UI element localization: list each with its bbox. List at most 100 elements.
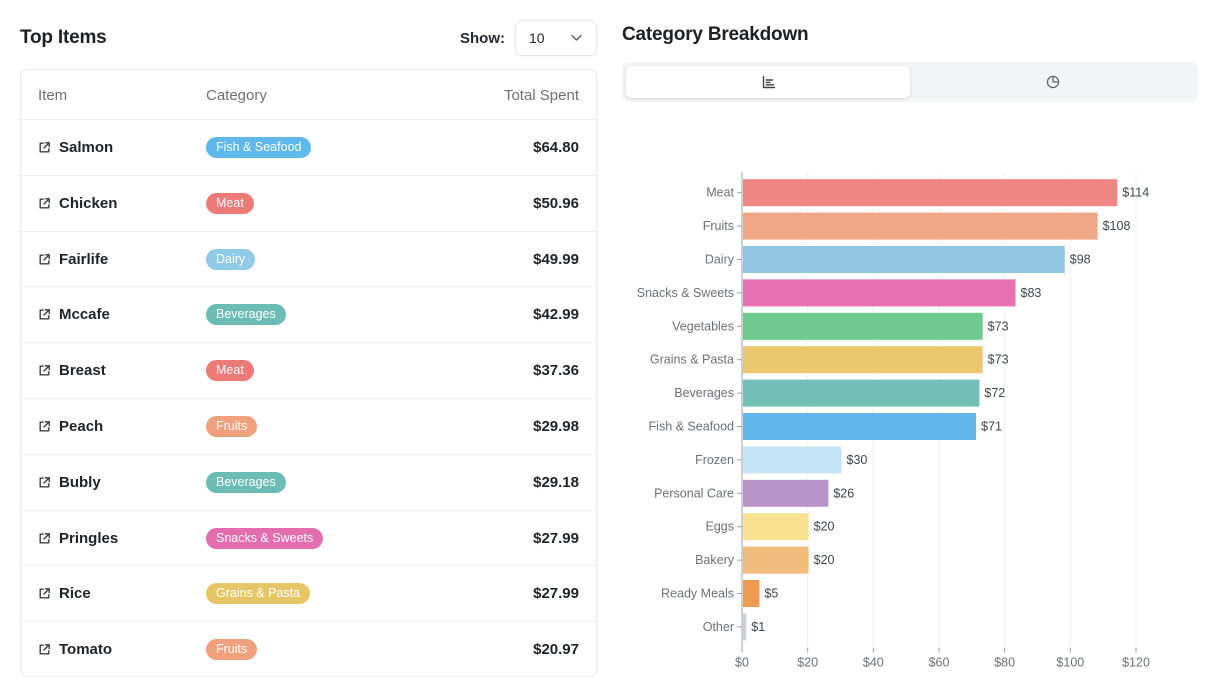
category-badge: Beverages (206, 304, 286, 326)
chart-bar (743, 446, 842, 474)
chart-value-label: $98 (1070, 253, 1091, 267)
table-row[interactable]: Rice Grains & Pasta $27.99 (21, 566, 596, 623)
chart-value-label: $73 (988, 319, 1009, 333)
table-row[interactable]: Fairlife Dairy $49.99 (21, 232, 596, 288)
top-items-title: Top Items (20, 27, 107, 48)
chart-category-label: Beverages (674, 386, 734, 400)
external-link-icon[interactable] (38, 476, 51, 489)
chart-value-label: $108 (1103, 219, 1131, 233)
chart-bar (743, 613, 747, 641)
show-count-select[interactable]: 10 (515, 20, 597, 56)
chart-x-tick-label: $80 (994, 656, 1015, 670)
chart-category-label: Eggs (706, 520, 735, 534)
external-link-icon[interactable] (38, 141, 51, 154)
external-link-icon[interactable] (38, 253, 51, 266)
chart-bar (743, 546, 809, 574)
item-name: Bubly (59, 473, 101, 491)
item-name: Chicken (59, 194, 118, 212)
item-name: Pringles (59, 529, 119, 547)
table-row[interactable]: Salmon Fish & Seafood $64.80 (21, 120, 596, 176)
chart-category-label: Snacks & Sweets (637, 286, 734, 300)
chart-category-label: Fish & Seafood (649, 420, 735, 434)
chart-bar (743, 212, 1098, 240)
chart-x-tick-label: $100 (1056, 656, 1084, 670)
item-total-spent: $49.99 (533, 250, 579, 268)
chart-category-label: Personal Care (654, 486, 734, 500)
category-badge: Beverages (206, 471, 286, 493)
column-header-category: Category (206, 87, 267, 104)
pie-chart-icon (1046, 75, 1060, 89)
chart-bar (743, 179, 1118, 207)
chart-value-label: $83 (1021, 286, 1042, 300)
category-badge: Fruits (206, 639, 258, 661)
chart-category-label: Bakery (695, 553, 735, 567)
item-name: Tomato (59, 641, 113, 659)
table-row[interactable]: Mccafe Beverages $42.99 (21, 287, 596, 344)
category-badge: Fruits (206, 415, 258, 437)
chevron-down-icon (571, 34, 582, 41)
external-link-icon[interactable] (38, 643, 51, 656)
chart-category-label: Fruits (703, 219, 734, 233)
item-name: Fairlife (59, 250, 109, 268)
chart-bar (743, 413, 977, 440)
table-row[interactable]: Chicken Meat $50.96 (21, 176, 596, 232)
chart-bar (743, 513, 809, 541)
bar-chart-toggle-button[interactable] (626, 66, 910, 98)
category-badge: Meat (206, 192, 254, 214)
category-badge: Snacks & Sweets (206, 527, 324, 549)
external-link-icon[interactable] (38, 197, 51, 210)
top-items-header: Top Items Show: 10 (20, 18, 597, 58)
top-items-panel: Top Items Show: 10 Item Category Total S… (20, 18, 597, 677)
item-total-spent: $50.96 (533, 194, 579, 212)
item-total-spent: $27.99 (533, 529, 579, 547)
chart-category-label: Frozen (695, 453, 734, 467)
item-total-spent: $42.99 (533, 306, 579, 324)
chart-bar (743, 279, 1016, 307)
item-total-spent: $27.99 (533, 585, 579, 603)
item-total-spent: $29.18 (533, 473, 579, 491)
chart-category-label: Grains & Pasta (650, 353, 734, 367)
chart-bar (743, 580, 760, 607)
chart-bar (743, 479, 829, 507)
table-row[interactable]: Pringles Snacks & Sweets $27.99 (21, 511, 596, 567)
chart-category-label: Vegetables (672, 319, 734, 333)
table-row[interactable]: Tomato Fruits $20.97 (21, 622, 596, 676)
table-body: Salmon Fish & Seafood $64.80 Chicken Meat $50… (21, 120, 596, 676)
top-items-table: Item Category Total Spent Salmon Fish & S… (20, 69, 597, 677)
show-count-value: 10 (529, 30, 545, 46)
item-name: Breast (59, 362, 106, 380)
chart-bar (743, 379, 980, 407)
chart-value-label: $26 (833, 486, 854, 500)
external-link-icon[interactable] (38, 532, 51, 545)
chart-value-label: $114 (1122, 186, 1149, 200)
bar-chart-icon (762, 75, 776, 89)
item-name: Rice (59, 585, 91, 603)
chart-value-label: $71 (981, 420, 1002, 434)
table-row[interactable]: Peach Fruits $29.98 (21, 399, 596, 455)
table-row[interactable]: Breast Meat $37.36 (21, 343, 596, 399)
chart-bar (743, 346, 983, 374)
item-total-spent: $20.97 (533, 641, 579, 659)
external-link-icon[interactable] (38, 587, 51, 600)
item-name: Mccafe (59, 306, 110, 324)
table-row[interactable]: Bubly Beverages $29.18 (21, 455, 596, 511)
chart-value-label: $1 (751, 620, 765, 634)
pie-chart-toggle-button[interactable] (910, 66, 1194, 98)
external-link-icon[interactable] (38, 308, 51, 321)
chart-bar (743, 246, 1065, 273)
category-badge: Dairy (206, 248, 256, 270)
chart-category-label: Dairy (705, 253, 735, 267)
column-header-total-spent: Total Spent (503, 87, 579, 104)
item-total-spent: $37.36 (533, 362, 579, 380)
chart-type-toggle (622, 62, 1198, 102)
chart-value-label: $72 (984, 386, 1005, 400)
category-breakdown-title: Category Breakdown (622, 24, 809, 45)
external-link-icon[interactable] (38, 364, 51, 377)
external-link-icon[interactable] (38, 420, 51, 433)
category-badge: Fish & Seafood (206, 137, 312, 158)
chart-value-label: $5 (764, 587, 778, 601)
item-total-spent: $64.80 (533, 139, 579, 156)
chart-value-label: $30 (847, 453, 868, 467)
chart-x-tick-label: $20 (797, 656, 818, 670)
item-name: Salmon (59, 139, 114, 156)
